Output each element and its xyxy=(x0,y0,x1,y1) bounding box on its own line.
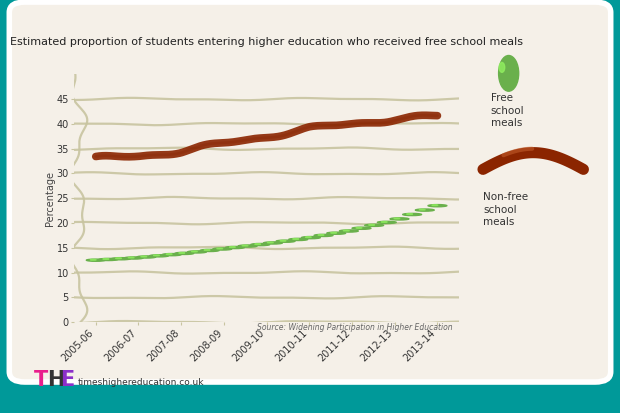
Circle shape xyxy=(432,205,438,206)
Circle shape xyxy=(128,257,134,258)
Text: E: E xyxy=(60,370,74,390)
Circle shape xyxy=(154,255,159,256)
Circle shape xyxy=(394,218,400,219)
Text: H: H xyxy=(47,370,64,390)
Circle shape xyxy=(390,218,409,220)
Circle shape xyxy=(289,238,308,240)
Circle shape xyxy=(314,234,333,237)
Circle shape xyxy=(280,240,286,241)
Text: timeshighereducation.co.uk: timeshighereducation.co.uk xyxy=(78,378,204,387)
Text: T: T xyxy=(34,370,48,390)
Circle shape xyxy=(204,249,210,250)
Circle shape xyxy=(112,258,130,260)
Circle shape xyxy=(137,256,156,258)
Circle shape xyxy=(141,256,147,257)
Circle shape xyxy=(238,245,257,247)
Circle shape xyxy=(343,230,349,231)
Circle shape xyxy=(403,214,422,216)
Circle shape xyxy=(125,257,143,259)
Circle shape xyxy=(498,55,519,91)
Circle shape xyxy=(86,259,105,261)
Text: Estimated proportion of students entering higher education who received free sch: Estimated proportion of students enterin… xyxy=(10,37,523,47)
Text: Source: Widening Participation in Higher Education: Source: Widening Participation in Higher… xyxy=(257,323,453,332)
Circle shape xyxy=(213,248,232,250)
Circle shape xyxy=(378,221,396,223)
Circle shape xyxy=(276,240,295,242)
Circle shape xyxy=(175,252,193,254)
FancyBboxPatch shape xyxy=(9,2,611,382)
Circle shape xyxy=(217,248,223,249)
Circle shape xyxy=(428,204,447,207)
Circle shape xyxy=(264,242,282,244)
Circle shape xyxy=(115,258,122,259)
Circle shape xyxy=(365,224,384,226)
Circle shape xyxy=(192,251,197,252)
Text: Non-free
school
meals: Non-free school meals xyxy=(483,192,528,227)
Circle shape xyxy=(419,209,425,210)
Circle shape xyxy=(267,242,273,243)
Circle shape xyxy=(90,259,96,260)
Circle shape xyxy=(251,244,270,246)
Circle shape xyxy=(415,209,434,211)
Circle shape xyxy=(352,227,371,229)
Circle shape xyxy=(188,251,206,253)
Circle shape xyxy=(200,249,219,252)
Text: Free
school
meals: Free school meals xyxy=(491,93,525,128)
Y-axis label: Percentage: Percentage xyxy=(45,171,55,226)
Circle shape xyxy=(242,245,248,246)
Circle shape xyxy=(327,232,345,234)
Circle shape xyxy=(226,247,244,249)
Circle shape xyxy=(149,255,169,257)
Circle shape xyxy=(340,230,358,232)
Circle shape xyxy=(499,62,505,72)
Circle shape xyxy=(99,259,118,261)
Circle shape xyxy=(162,254,181,256)
Circle shape xyxy=(301,237,321,239)
